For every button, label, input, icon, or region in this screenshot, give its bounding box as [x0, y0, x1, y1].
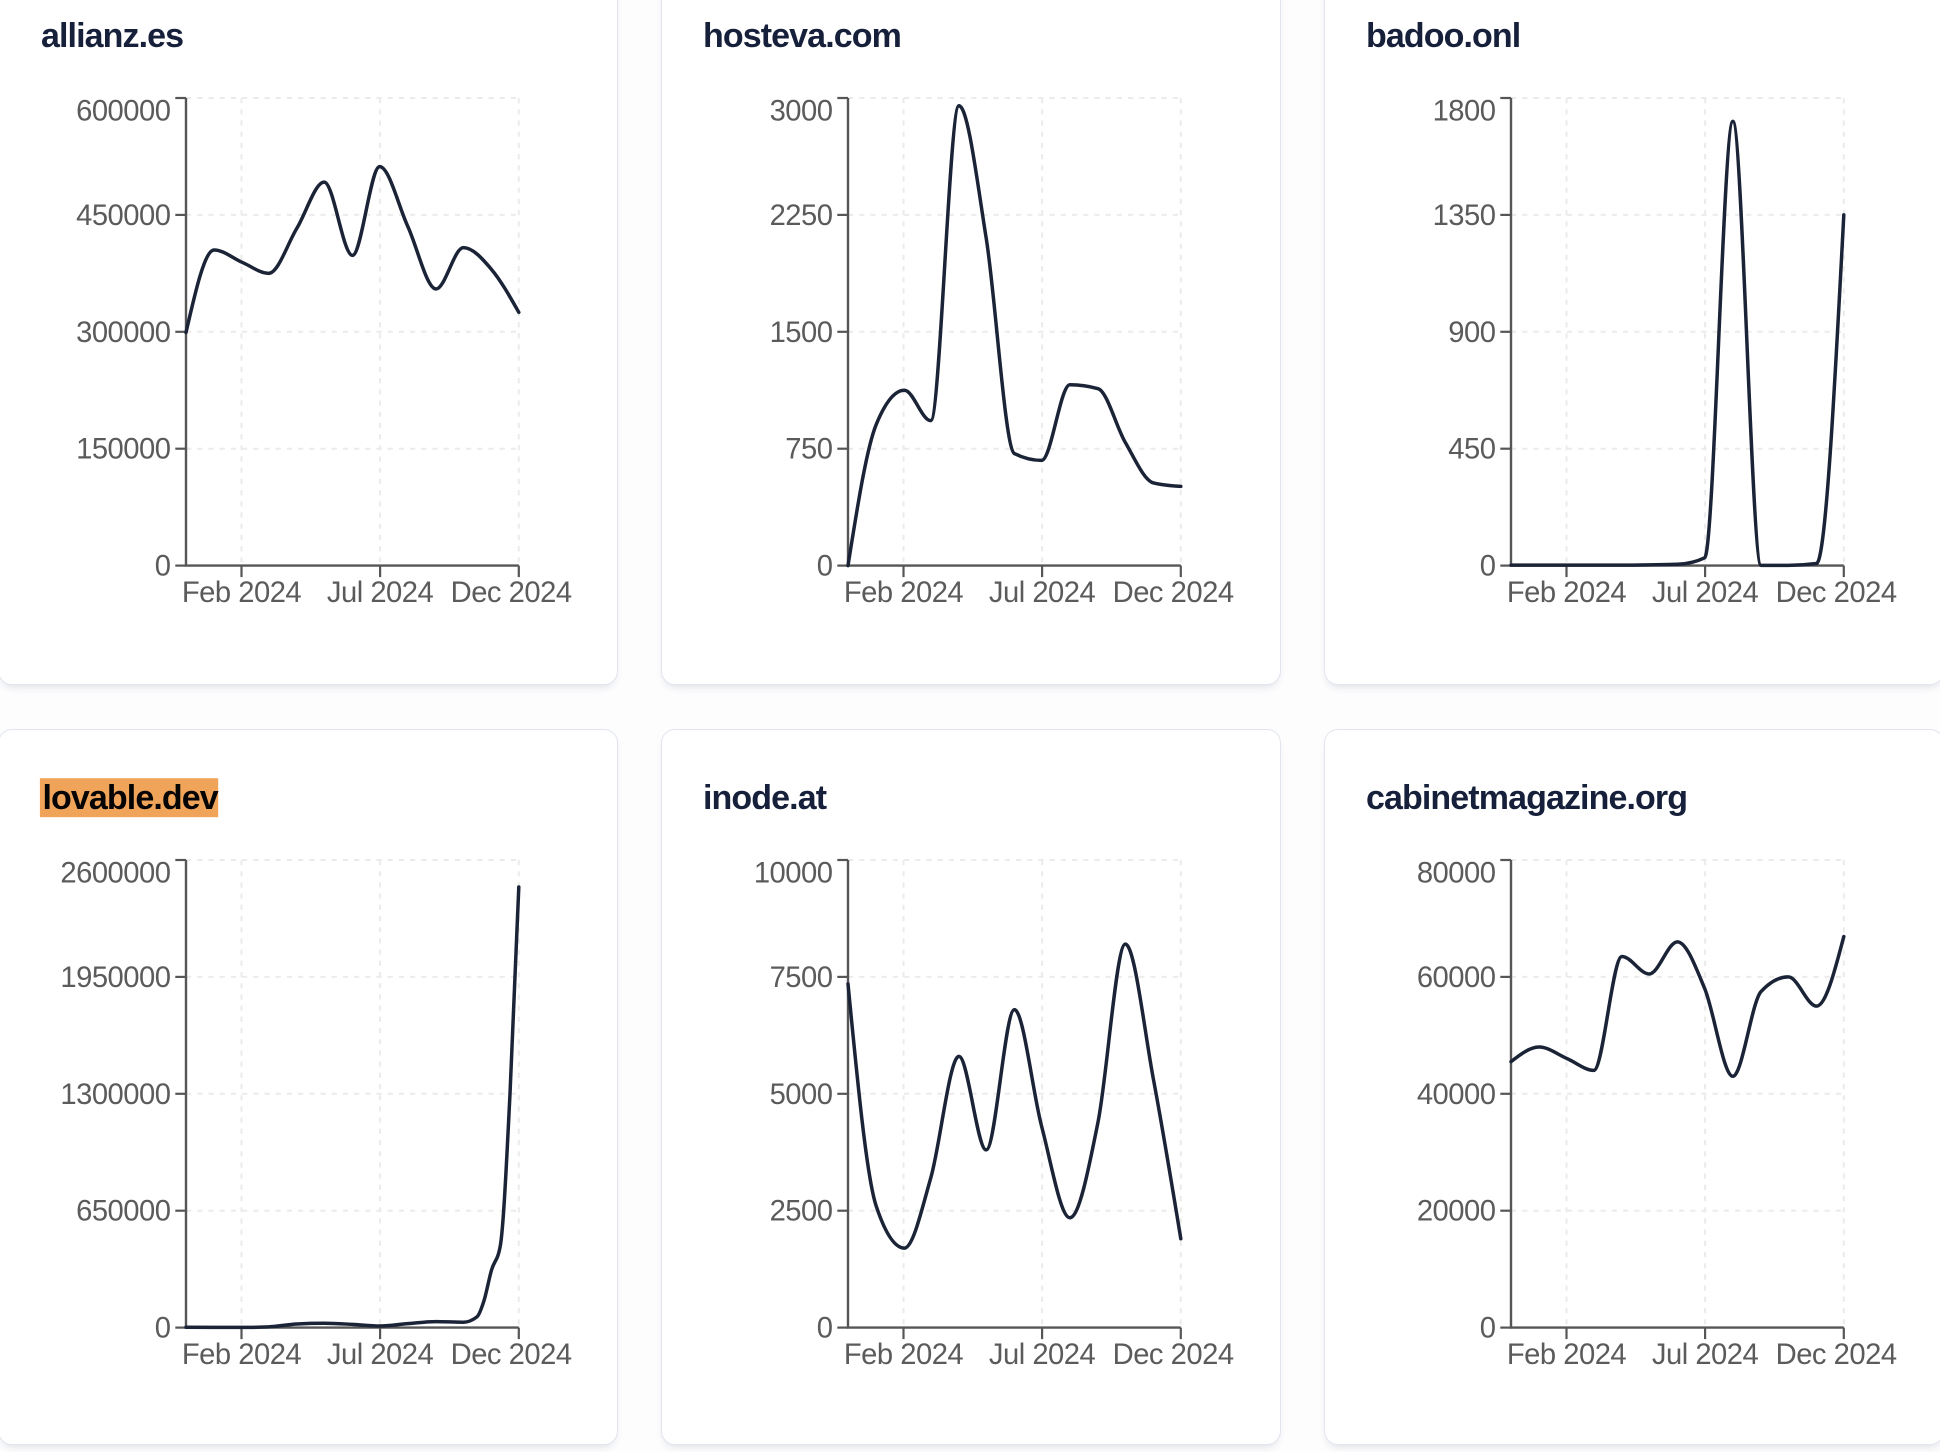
- svg-text:cabinetmagazine.org: cabinetmagazine.org: [1366, 779, 1687, 817]
- svg-text:7500: 7500: [770, 962, 833, 994]
- svg-text:Dec 2024: Dec 2024: [1776, 1339, 1897, 1371]
- svg-text:Dec 2024: Dec 2024: [451, 577, 572, 609]
- svg-text:lovable.dev: lovable.dev: [43, 779, 219, 817]
- svg-text:2600000: 2600000: [61, 858, 171, 890]
- svg-text:Jul 2024: Jul 2024: [327, 1339, 434, 1371]
- svg-text:inode.at: inode.at: [703, 779, 827, 817]
- svg-text:Jul 2024: Jul 2024: [327, 577, 434, 609]
- svg-text:600000: 600000: [76, 95, 171, 127]
- svg-text:Feb 2024: Feb 2024: [844, 577, 964, 609]
- svg-text:hosteva.com: hosteva.com: [703, 17, 901, 55]
- svg-text:20000: 20000: [1417, 1196, 1496, 1228]
- svg-text:Dec 2024: Dec 2024: [1113, 577, 1234, 609]
- svg-text:badoo.onl: badoo.onl: [1366, 17, 1520, 55]
- svg-text:Feb 2024: Feb 2024: [1507, 577, 1627, 609]
- svg-text:Feb 2024: Feb 2024: [182, 1339, 302, 1371]
- svg-text:1350: 1350: [1433, 199, 1496, 231]
- svg-text:1950000: 1950000: [61, 962, 171, 994]
- svg-text:900: 900: [1448, 316, 1495, 348]
- svg-text:allianz.es: allianz.es: [41, 17, 183, 55]
- svg-text:Dec 2024: Dec 2024: [1113, 1339, 1234, 1371]
- svg-text:1300000: 1300000: [61, 1079, 171, 1111]
- svg-text:0: 0: [817, 1313, 833, 1345]
- svg-text:0: 0: [155, 550, 171, 582]
- svg-text:1800: 1800: [1433, 95, 1496, 127]
- svg-text:40000: 40000: [1417, 1079, 1496, 1111]
- svg-text:0: 0: [1480, 1313, 1496, 1345]
- svg-text:Jul 2024: Jul 2024: [989, 577, 1096, 609]
- svg-text:Feb 2024: Feb 2024: [182, 577, 302, 609]
- svg-text:3000: 3000: [770, 95, 833, 127]
- svg-text:0: 0: [155, 1313, 171, 1345]
- svg-text:750: 750: [786, 433, 833, 465]
- svg-text:80000: 80000: [1417, 858, 1496, 890]
- svg-text:Dec 2024: Dec 2024: [451, 1339, 572, 1371]
- svg-text:450: 450: [1448, 433, 1495, 465]
- svg-text:60000: 60000: [1417, 962, 1496, 994]
- svg-text:10000: 10000: [754, 858, 833, 890]
- svg-text:Feb 2024: Feb 2024: [844, 1339, 964, 1371]
- svg-text:2500: 2500: [770, 1196, 833, 1228]
- svg-text:0: 0: [1480, 550, 1496, 582]
- svg-text:5000: 5000: [770, 1079, 833, 1111]
- svg-text:0: 0: [817, 550, 833, 582]
- svg-text:Dec 2024: Dec 2024: [1776, 577, 1897, 609]
- svg-text:1500: 1500: [770, 316, 833, 348]
- svg-text:650000: 650000: [76, 1196, 171, 1228]
- svg-text:Jul 2024: Jul 2024: [989, 1339, 1096, 1371]
- svg-text:300000: 300000: [76, 316, 171, 348]
- svg-text:450000: 450000: [76, 199, 171, 231]
- svg-text:Jul 2024: Jul 2024: [1652, 577, 1759, 609]
- svg-text:2250: 2250: [770, 199, 833, 231]
- svg-text:Jul 2024: Jul 2024: [1652, 1339, 1759, 1371]
- svg-text:150000: 150000: [76, 433, 171, 465]
- svg-text:Feb 2024: Feb 2024: [1507, 1339, 1627, 1371]
